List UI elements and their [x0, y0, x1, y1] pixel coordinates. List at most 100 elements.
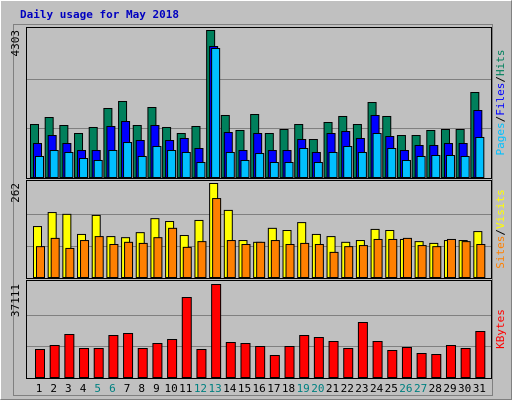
bar: [182, 246, 192, 278]
bar: [401, 159, 411, 178]
x-tick-label: 14: [223, 382, 237, 395]
bar: [240, 343, 251, 378]
bar: [123, 333, 134, 378]
bar: [211, 48, 221, 179]
bar: [212, 198, 222, 278]
bar: [255, 346, 266, 378]
bar: [109, 243, 119, 279]
bar: [388, 238, 398, 278]
bar: [50, 237, 60, 278]
bar: [152, 343, 163, 378]
bar: [108, 150, 118, 179]
bar: [196, 349, 207, 379]
x-tick-label: 6: [109, 382, 116, 395]
x-tick-label: 29: [443, 382, 456, 395]
x-tick-label: 27: [414, 382, 427, 395]
x-tick-label: 28: [429, 382, 442, 395]
y-tick-label: 4303: [9, 30, 22, 57]
bar: [343, 146, 353, 179]
bar: [313, 337, 324, 378]
legend-separator: /: [494, 76, 507, 83]
bar: [137, 155, 147, 178]
bar: [328, 341, 339, 378]
bar: [80, 240, 90, 279]
bar: [387, 350, 398, 378]
x-tick-label: 16: [253, 382, 266, 395]
legend: Pages/Files/Hits: [494, 50, 507, 156]
bar: [328, 151, 338, 178]
bar: [445, 154, 455, 179]
bar: [269, 355, 280, 379]
bar: [35, 155, 44, 178]
bar: [94, 236, 104, 279]
x-tick-label: 15: [238, 382, 251, 395]
bar: [285, 243, 295, 279]
bar: [357, 322, 368, 378]
bar: [256, 241, 266, 278]
bar: [35, 349, 45, 379]
bar: [299, 147, 309, 178]
legend-separator: /: [494, 116, 507, 123]
bar: [401, 347, 412, 379]
x-tick-label: 13: [209, 382, 222, 395]
bar: [431, 354, 442, 378]
bar: [65, 247, 75, 279]
x-tick-label: 20: [311, 382, 324, 395]
bar: [167, 150, 177, 179]
bar: [36, 246, 45, 278]
bar: [299, 335, 310, 378]
bar: [137, 348, 148, 378]
x-tick-label: 2: [50, 382, 57, 395]
bar: [153, 237, 163, 278]
x-tick-label: 18: [282, 382, 295, 395]
x-tick-label: 22: [341, 382, 354, 395]
bar: [93, 159, 103, 178]
legend-entry: Hits: [494, 50, 507, 77]
bar: [168, 227, 178, 279]
legend-separator: /: [494, 229, 507, 236]
bar: [416, 353, 427, 379]
bar: [300, 242, 310, 278]
bar: [284, 162, 294, 179]
bar: [460, 348, 471, 378]
bar: [108, 335, 119, 378]
x-tick-label: 17: [267, 382, 280, 395]
bar: [138, 242, 148, 278]
x-tick-label: 8: [138, 382, 145, 395]
bar: [225, 151, 235, 178]
bar: [64, 151, 74, 178]
legend-entry: Sites: [494, 236, 507, 269]
bar: [152, 146, 162, 179]
bar: [373, 238, 383, 278]
x-tick-label: 3: [65, 382, 72, 395]
x-tick-label: 31: [473, 382, 486, 395]
bar: [49, 150, 59, 179]
frame: [13, 24, 493, 396]
x-tick-label: 11: [179, 382, 192, 395]
x-tick-label: 12: [194, 382, 207, 395]
bar: [357, 151, 367, 178]
bar: [284, 346, 295, 378]
bar: [226, 240, 236, 279]
bar: [372, 341, 383, 378]
bar: [460, 155, 470, 178]
x-tick-label: 19: [297, 382, 310, 395]
bar: [445, 345, 456, 378]
bar: [313, 162, 323, 179]
bar: [49, 345, 60, 378]
chart-title: Daily usage for May 2018: [20, 8, 179, 21]
bar: [64, 334, 75, 379]
bar: [402, 237, 412, 278]
y-tick-label: 37111: [9, 284, 22, 317]
bar: [79, 158, 89, 179]
legend-entry: Pages: [494, 122, 507, 155]
x-tick-label: 9: [153, 382, 160, 395]
bar: [476, 243, 486, 279]
bar: [123, 142, 133, 179]
x-tick-label: 30: [458, 382, 471, 395]
bar: [416, 155, 426, 178]
bar: [240, 159, 250, 178]
